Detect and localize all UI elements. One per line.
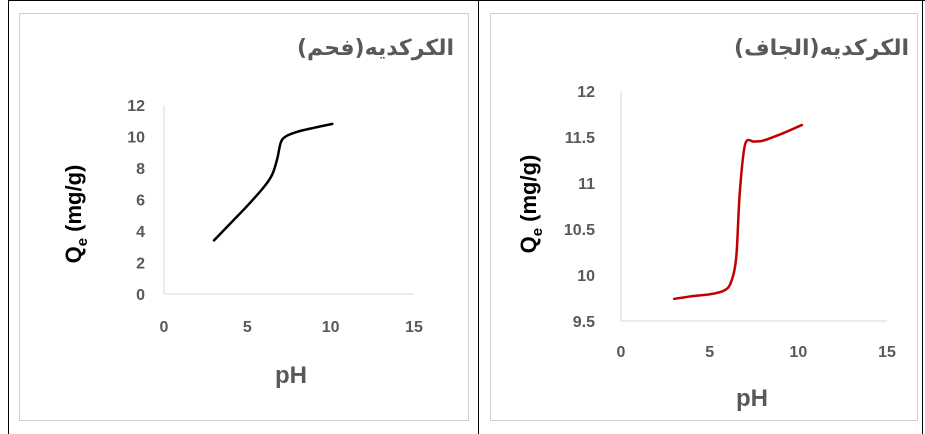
table-border-top <box>8 0 925 1</box>
y-axis-label-text: Qe (mg/g) <box>516 155 546 254</box>
y-tick-label: 9.5 <box>573 314 595 331</box>
y-tick-label: 10 <box>577 268 595 285</box>
y-label-unit: (mg/g) <box>516 155 541 222</box>
x-tick-label: 15 <box>878 344 896 361</box>
chart-title-left: الكركديه(فحم) <box>296 36 454 61</box>
table-border-right <box>922 0 923 434</box>
chart-left-svg: Qe (mg/g) pH 0 2 4 6 8 10 12 0 5 10 15 <box>61 98 423 389</box>
series-line <box>672 123 804 301</box>
y-tick-label: 10.5 <box>564 222 595 239</box>
x-tick-label: 10 <box>789 344 807 361</box>
series-line <box>212 122 334 242</box>
y-axis-label-left: Qe (mg/g) <box>61 165 91 264</box>
chart-marks-left: 0 2 4 6 8 10 12 0 5 10 15 <box>127 98 423 336</box>
y-axis-label-text: Qe (mg/g) <box>61 165 91 264</box>
y-tick-label: 11.5 <box>565 130 595 147</box>
y-tick-label: 6 <box>136 193 145 210</box>
x-axis-label-left: pH <box>275 362 307 389</box>
chart-marks-right: 9.5 10 10.5 11 11.5 12 0 5 10 15 <box>564 84 896 361</box>
y-tick-label: 4 <box>136 224 145 241</box>
y-label-unit: (mg/g) <box>61 165 86 232</box>
chart-title-right: الكركديه(الجاف) <box>734 36 909 61</box>
y-tick-label: 10 <box>127 130 145 147</box>
table-border-left <box>8 0 9 434</box>
y-tick-label: 12 <box>577 84 595 101</box>
x-tick-label: 0 <box>617 344 626 361</box>
x-axis-label-right: pH <box>736 385 768 412</box>
x-tick-label: 0 <box>160 319 169 336</box>
x-tick-label: 10 <box>322 319 340 336</box>
y-label-q: Q <box>61 246 86 263</box>
y-label-sub: e <box>529 228 546 236</box>
y-label-sub: e <box>74 238 91 246</box>
y-tick-label: 8 <box>136 161 145 178</box>
chart-right-svg: Qe (mg/g) pH 9.5 10 10.5 11 11.5 12 0 5 10 15 <box>516 84 896 412</box>
y-tick-label: 11 <box>578 176 595 193</box>
x-tick-label: 15 <box>405 319 423 336</box>
y-tick-label: 2 <box>136 256 145 273</box>
y-tick-label: 12 <box>127 98 145 115</box>
chart-panel-left: الكركديه(فحم) Qe (mg/g) pH 0 2 4 6 8 10 12 0 5 10 1… <box>19 13 469 421</box>
y-axis-label-right: Qe (mg/g) <box>516 155 546 254</box>
x-tick-label: 5 <box>243 319 252 336</box>
table-border-middle <box>478 0 479 434</box>
x-tick-label: 5 <box>705 344 714 361</box>
chart-panel-right: الكركديه(الجاف) Qe (mg/g) pH 9.5 10 10.5 11 1… <box>490 13 918 421</box>
y-tick-label: 0 <box>136 287 145 304</box>
y-label-q: Q <box>516 236 541 253</box>
